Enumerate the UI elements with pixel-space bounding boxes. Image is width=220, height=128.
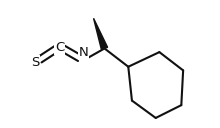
Text: C: C (55, 41, 64, 54)
Text: N: N (79, 46, 88, 59)
Polygon shape (94, 18, 108, 50)
Text: S: S (31, 56, 39, 69)
